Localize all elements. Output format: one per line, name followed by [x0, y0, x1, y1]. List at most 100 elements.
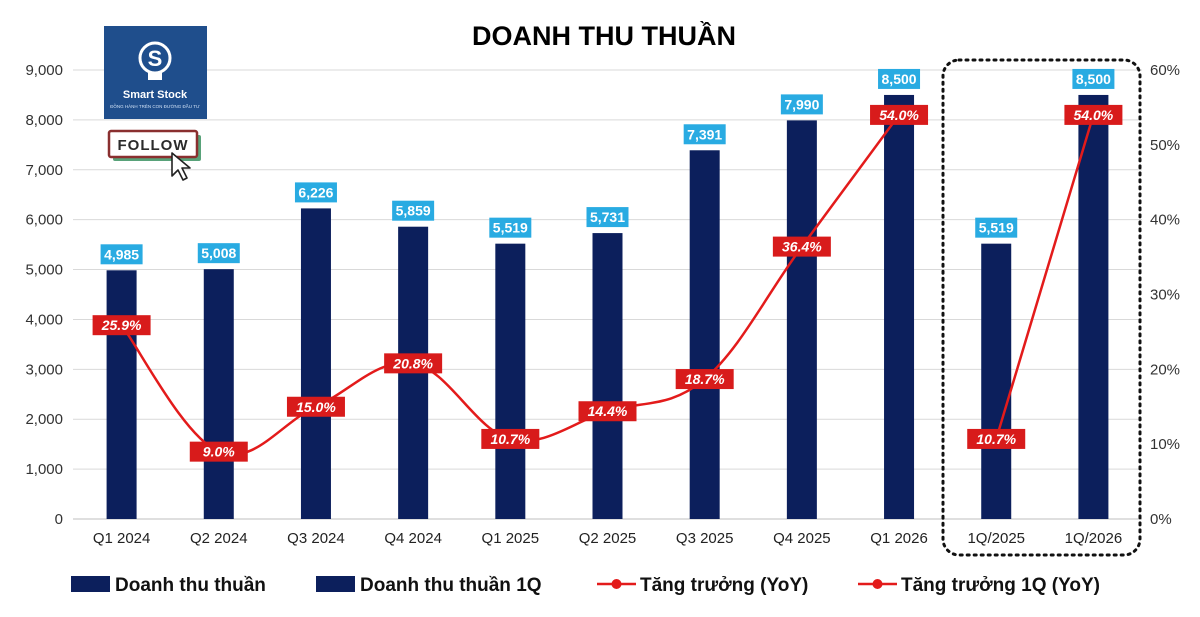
follow-label: FOLLOW	[118, 137, 189, 154]
legend-label-revenue-1q: Doanh thu thuần 1Q	[360, 575, 542, 596]
right-tick-label: 60%	[1150, 62, 1180, 79]
value-label: 5,731	[590, 209, 625, 225]
value-labels: 4,985 5,008 6,226 5,859 5,519 5,731 7,391 7,990…	[100, 68, 1115, 265]
growth-label: 10.7%	[490, 431, 530, 447]
right-axis: 0% 10% 20% 30% 40% 50% 60%	[1150, 62, 1180, 528]
growth-label-box	[870, 104, 929, 125]
right-tick-label: 50%	[1150, 137, 1180, 154]
growth-label: 54.0%	[1074, 107, 1114, 123]
right-tick-label: 20%	[1150, 361, 1180, 378]
value-label-box	[683, 124, 726, 145]
bar	[1078, 94, 1109, 519]
category-label: Q2 2025	[579, 530, 637, 547]
growth-label-box	[772, 236, 831, 257]
left-tick-label: 9,000	[25, 62, 63, 79]
value-label-box	[100, 244, 143, 265]
follow-button[interactable]: FOLLOW	[107, 129, 201, 181]
growth-label-box	[675, 369, 734, 390]
growth-label-box	[92, 315, 151, 336]
value-label-box	[1072, 68, 1115, 89]
left-tick-label: 4,000	[25, 311, 63, 328]
growth-label: 10.7%	[976, 431, 1016, 447]
category-labels: Q1 2024 Q2 2024 Q3 2024 Q4 2024 Q1 2025 Q2 20…	[93, 530, 1122, 547]
value-label-box	[489, 217, 532, 238]
chart-title: DOANH THU THUẦN	[472, 20, 736, 51]
bar	[495, 243, 526, 520]
legend-label-revenue: Doanh thu thuần	[115, 575, 266, 596]
growth-label: 15.0%	[296, 399, 336, 415]
bar	[592, 233, 623, 519]
growth-label-box	[286, 396, 345, 417]
value-label: 5,859	[396, 203, 431, 219]
value-label: 6,226	[298, 184, 333, 200]
bar	[786, 120, 817, 519]
logo-name: Smart Stock	[123, 89, 188, 101]
bar	[300, 208, 331, 519]
smart-stock-logo: S Smart Stock ĐỒNG HÀNH TRÊN CON ĐƯỜNG Đ…	[104, 26, 207, 119]
growth-label: 9.0%	[203, 444, 235, 460]
bars	[106, 94, 1109, 520]
value-label-box	[975, 217, 1018, 238]
growth-labels: 25.9% 9.0% 15.0% 20.8% 10.7% 14.4% 18.7% 36.4% 5…	[92, 104, 1123, 462]
right-tick-label: 0%	[1150, 511, 1172, 528]
growth-label: 54.0%	[879, 107, 919, 123]
value-label: 5,008	[201, 245, 236, 261]
value-label-box	[586, 207, 629, 228]
growth-label-box	[967, 428, 1026, 449]
value-label-box	[294, 182, 337, 203]
legend-swatch-revenue-1q	[316, 576, 355, 592]
left-tick-label: 1,000	[25, 461, 63, 478]
growth-label: 25.9%	[101, 317, 142, 333]
growth-label-box	[189, 441, 248, 462]
value-label: 5,519	[979, 220, 1014, 236]
value-label-box	[197, 243, 240, 264]
value-label: 7,990	[784, 96, 819, 112]
category-label: Q1 2025	[482, 530, 540, 547]
left-tick-label: 7,000	[25, 162, 63, 179]
left-tick-label: 8,000	[25, 112, 63, 129]
logo-tagline: ĐỒNG HÀNH TRÊN CON ĐƯỜNG ĐẦU TƯ	[110, 102, 200, 109]
category-label: Q4 2025	[773, 530, 831, 547]
growth-label-box	[384, 353, 443, 374]
bar	[689, 150, 720, 519]
legend-label-growth: Tăng trưởng (YoY)	[640, 575, 808, 596]
category-label: Q2 2024	[190, 530, 248, 547]
category-label: Q3 2025	[676, 530, 734, 547]
left-tick-label: 6,000	[25, 212, 63, 229]
category-label: Q4 2024	[384, 530, 442, 547]
growth-line-path	[995, 114, 1095, 440]
growth-label: 18.7%	[685, 371, 725, 387]
category-label: Q1 2026	[870, 530, 928, 547]
legend: Doanh thu thuần Doanh thu thuần 1Q Tăng …	[71, 575, 1100, 596]
category-label: 1Q/2025	[967, 530, 1025, 547]
cursor-icon	[171, 152, 191, 181]
right-tick-label: 40%	[1150, 212, 1180, 229]
bar	[981, 243, 1012, 520]
value-label: 5,519	[493, 220, 528, 236]
value-label-box	[878, 68, 921, 89]
left-tick-label: 3,000	[25, 361, 63, 378]
left-tick-label: 5,000	[25, 262, 63, 279]
legend-marker-growth-1q	[872, 579, 883, 589]
legend-label-growth-1q: Tăng trưởng 1Q (YoY)	[901, 575, 1100, 596]
legend-swatch-revenue	[71, 576, 110, 592]
left-axis: 0 1,000 2,000 3,000 4,000 5,000 6,000 7,000 8,00…	[25, 62, 63, 528]
growth-label: 20.8%	[392, 355, 433, 371]
growth-label-box	[481, 428, 540, 449]
left-tick-label: 2,000	[25, 411, 63, 428]
category-label: 1Q/2026	[1065, 530, 1123, 547]
value-label-box	[780, 94, 823, 115]
highlight-frame	[941, 58, 1142, 557]
value-label: 7,391	[687, 126, 722, 142]
value-label-box	[392, 200, 435, 221]
category-label: Q3 2024	[287, 530, 345, 547]
growth-label-box	[1064, 104, 1123, 125]
growth-label: 14.4%	[588, 403, 628, 419]
bar	[106, 270, 137, 519]
svg-text:S: S	[148, 46, 163, 71]
right-tick-label: 30%	[1150, 287, 1180, 304]
left-tick-label: 0	[55, 511, 63, 528]
bulb-icon: S	[138, 41, 172, 80]
value-label: 4,985	[104, 246, 139, 262]
